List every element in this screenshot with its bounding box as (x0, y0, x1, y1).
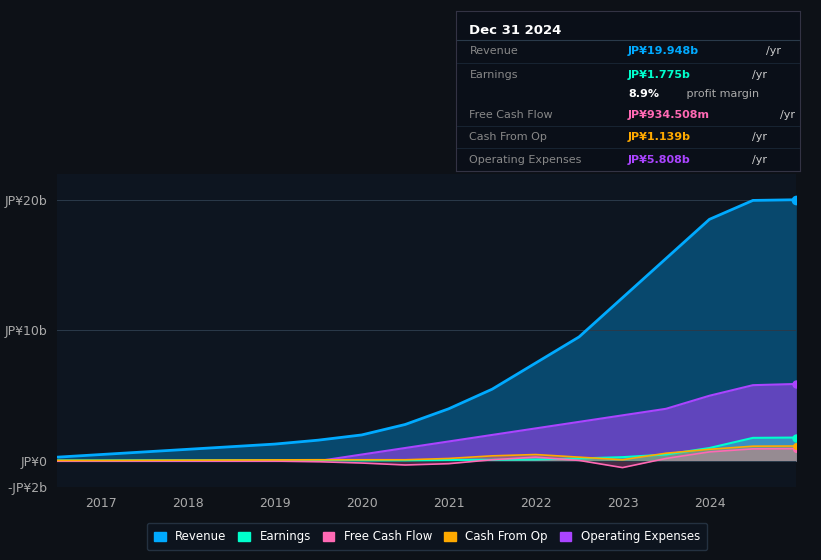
Text: JP¥5.808b: JP¥5.808b (628, 155, 690, 165)
Text: Revenue: Revenue (470, 46, 518, 57)
Text: /yr: /yr (752, 155, 767, 165)
Legend: Revenue, Earnings, Free Cash Flow, Cash From Op, Operating Expenses: Revenue, Earnings, Free Cash Flow, Cash … (147, 523, 707, 550)
Text: Dec 31 2024: Dec 31 2024 (470, 24, 562, 37)
Text: 8.9%: 8.9% (628, 90, 659, 100)
Text: /yr: /yr (766, 46, 781, 57)
Text: /yr: /yr (780, 110, 795, 120)
Text: profit margin: profit margin (683, 90, 759, 100)
Text: /yr: /yr (752, 70, 767, 80)
Text: JP¥934.508m: JP¥934.508m (628, 110, 710, 120)
Text: /yr: /yr (752, 133, 767, 142)
Text: Cash From Op: Cash From Op (470, 133, 548, 142)
Text: Earnings: Earnings (470, 70, 518, 80)
Text: Free Cash Flow: Free Cash Flow (470, 110, 553, 120)
Text: Operating Expenses: Operating Expenses (470, 155, 582, 165)
Text: JP¥1.775b: JP¥1.775b (628, 70, 691, 80)
Text: JP¥19.948b: JP¥19.948b (628, 46, 699, 57)
Text: JP¥1.139b: JP¥1.139b (628, 133, 691, 142)
